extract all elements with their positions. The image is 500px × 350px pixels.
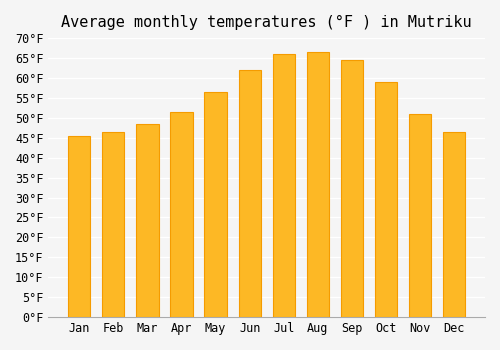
Bar [306, 52, 329, 317]
Bar [204, 92, 227, 317]
Bar [375, 82, 397, 317]
Bar [68, 136, 90, 317]
Bar [136, 124, 158, 317]
Bar [409, 114, 431, 317]
Bar [170, 112, 192, 317]
Bar [341, 60, 363, 317]
Bar [443, 132, 465, 317]
Title: Average monthly temperatures (°F ) in Mutriku: Average monthly temperatures (°F ) in Mu… [62, 15, 472, 30]
Bar [238, 70, 260, 317]
Bar [102, 132, 124, 317]
Bar [272, 54, 295, 317]
